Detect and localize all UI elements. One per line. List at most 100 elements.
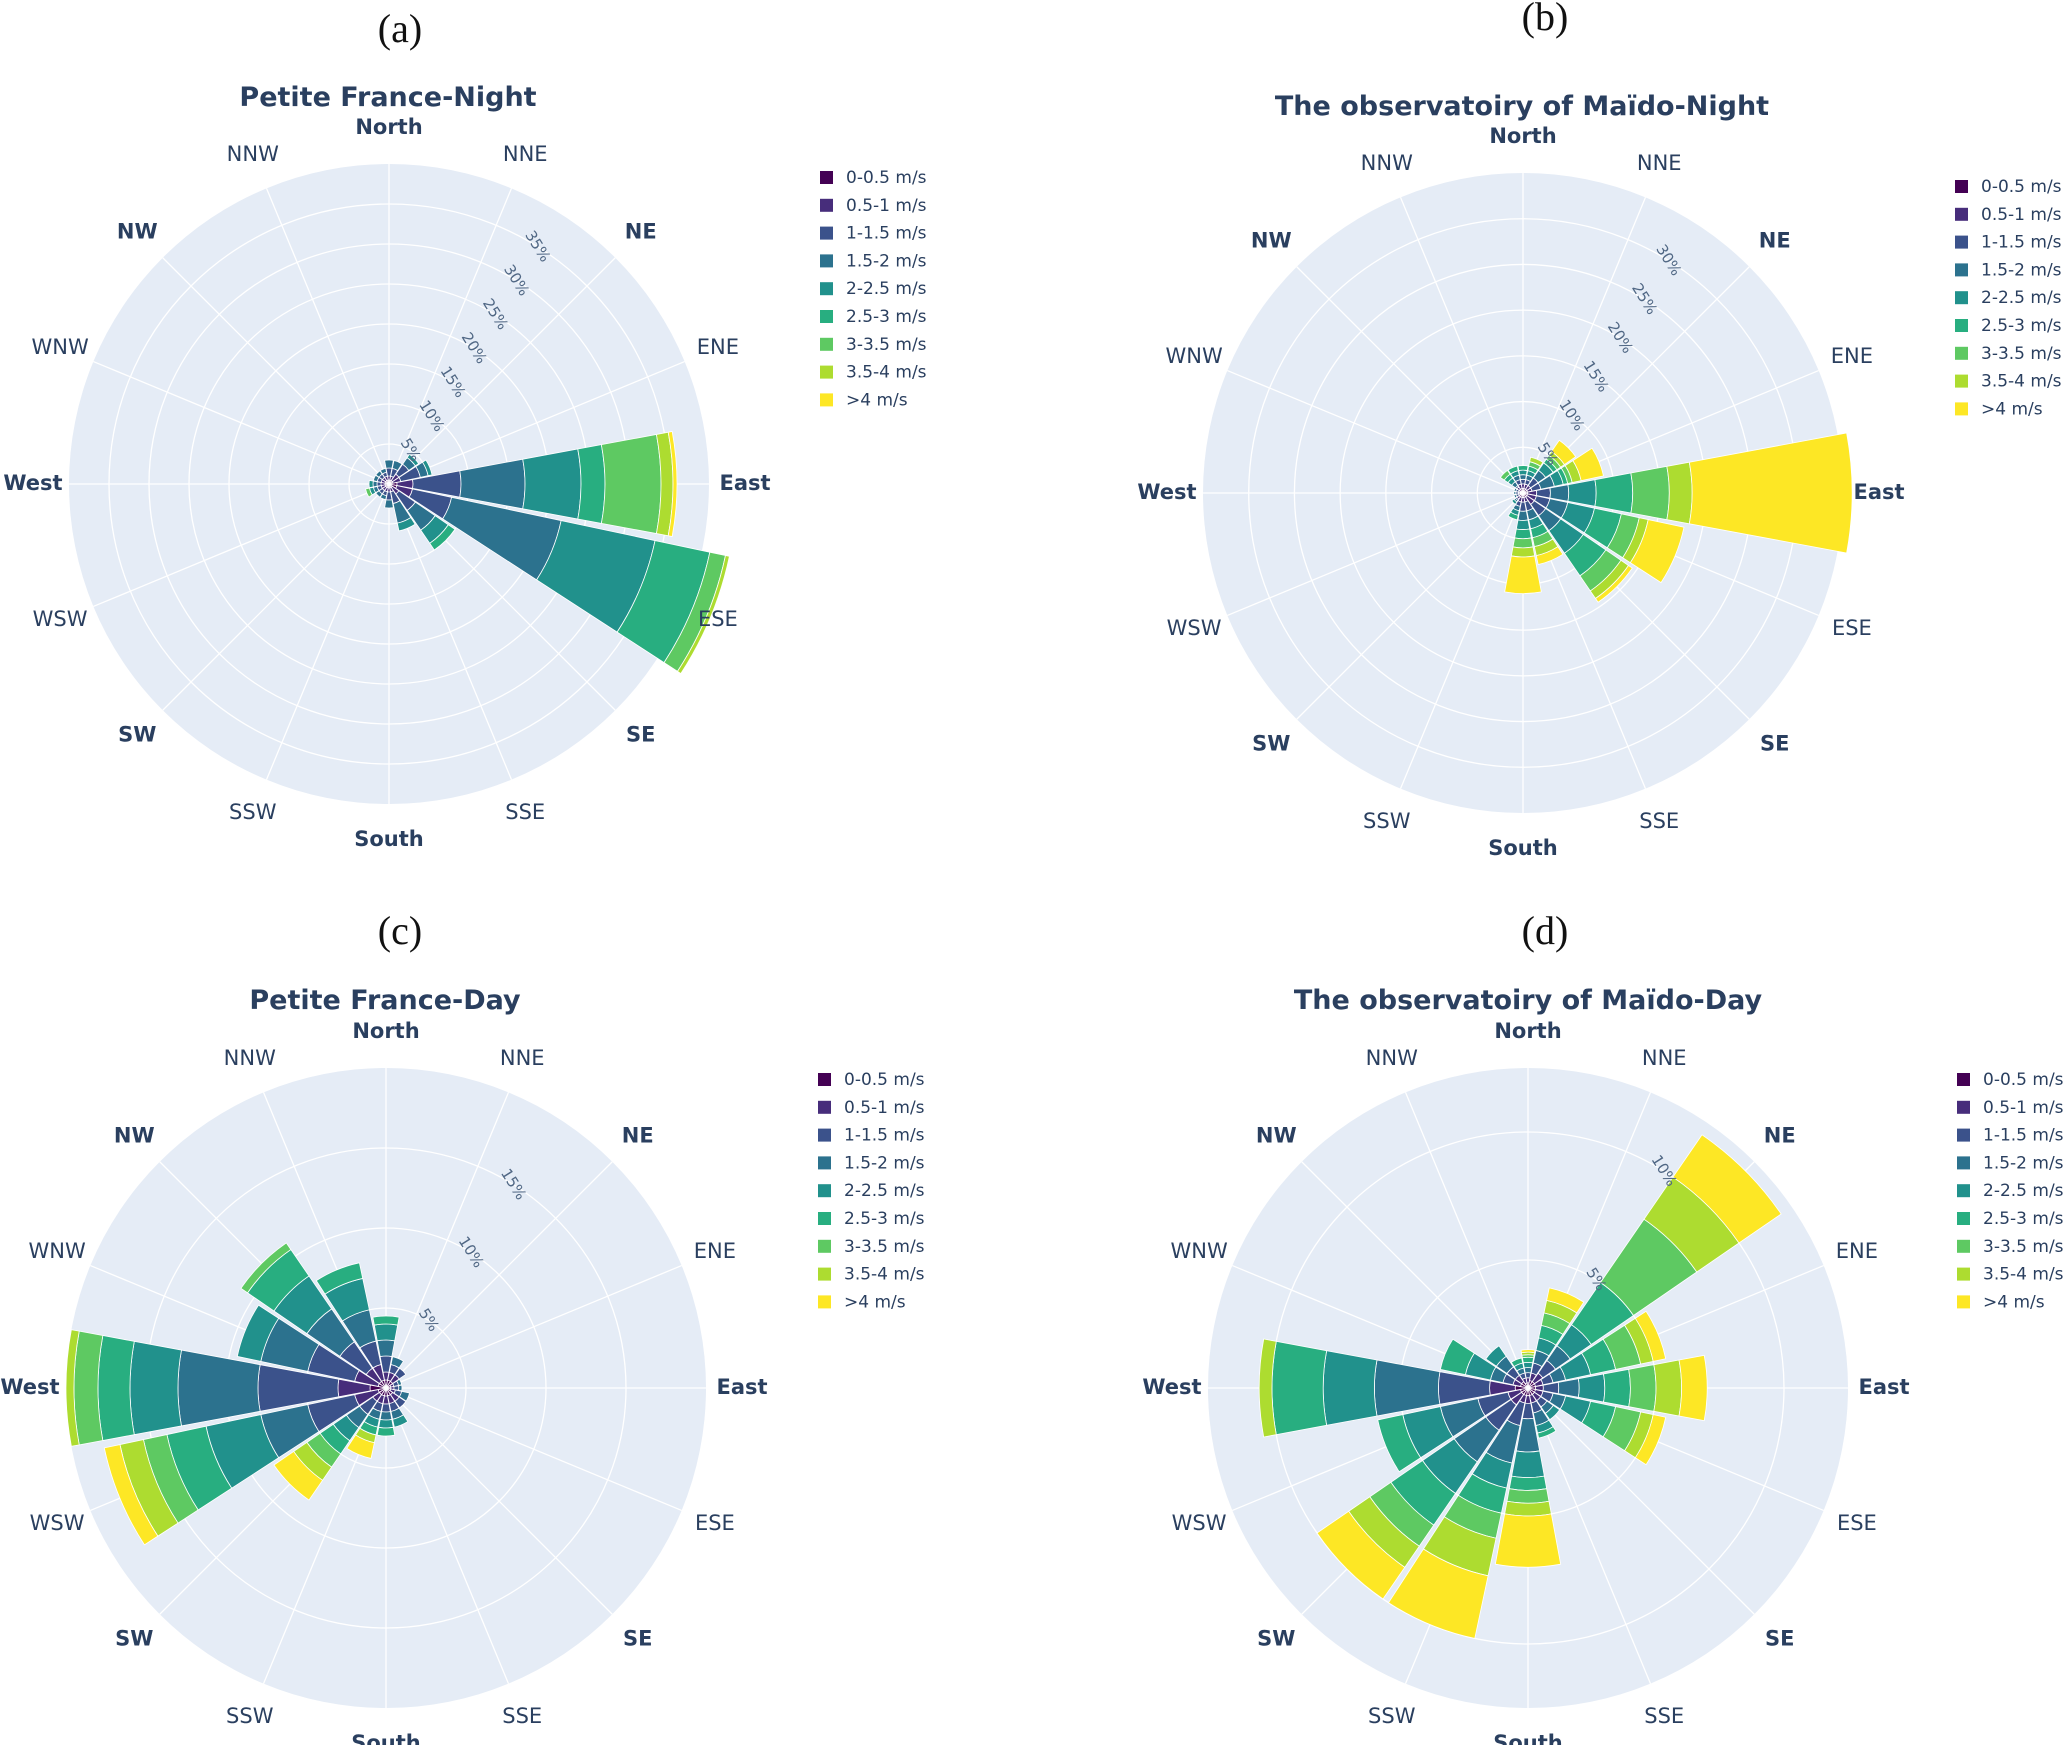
wind-bar-segment <box>1520 1349 1536 1354</box>
direction-label: North <box>352 1019 419 1043</box>
direction-label: East <box>716 1375 767 1399</box>
wind-bar-segment <box>1513 490 1517 496</box>
legend-swatch <box>820 198 833 212</box>
wind-bar-segment <box>1567 479 1597 507</box>
legend-swatch <box>818 1073 831 1086</box>
wind-bar-segment <box>129 1340 182 1436</box>
legend-label: >4 m/s <box>844 1292 906 1312</box>
legend-swatch <box>818 1295 831 1309</box>
legend-swatch <box>1957 1295 1970 1309</box>
wind-bar-segment <box>1507 465 1519 475</box>
wind-bar-segment <box>240 1242 292 1294</box>
legend-swatch <box>818 1239 831 1253</box>
angular-grid-line <box>1404 1092 1529 1389</box>
wind-bar-segment <box>1523 1367 1533 1374</box>
direction-label: SW <box>115 1627 153 1651</box>
wind-bar-segment <box>396 516 416 532</box>
direction-label: ENE <box>1836 1239 1878 1263</box>
wind-bar-segment <box>600 433 662 535</box>
wind-bar-segment <box>1678 1354 1708 1422</box>
wind-bar-segment <box>394 1396 407 1409</box>
wind-bar-segment <box>1522 1362 1534 1369</box>
angular-grid-line <box>385 1161 613 1389</box>
angular-grid-line <box>1399 492 1524 789</box>
angular-grid-line <box>1522 197 1647 494</box>
wind-bar-segment <box>1519 474 1527 480</box>
legend-swatch <box>1955 263 1968 277</box>
direction-label: WSW <box>1172 1511 1227 1535</box>
direction-label: North <box>355 115 422 139</box>
legend-swatch <box>1955 319 1968 332</box>
wind-bar-segment <box>346 1434 375 1459</box>
direction-label: NNE <box>500 1046 545 1070</box>
legend-label: 0.5-1 m/s <box>844 1098 925 1118</box>
polar-plot: 5%10%15%NorthNNENEENEEastESESESSESouthSS… <box>0 1019 767 1745</box>
direction-label: South <box>351 1731 421 1745</box>
angular-grid-line <box>385 1264 682 1389</box>
direction-label: NE <box>622 1123 654 1147</box>
legend-label: 1-1.5 m/s <box>844 1126 925 1146</box>
legend-label: 3.5-4 m/s <box>1981 372 2062 392</box>
angular-grid-line <box>265 188 390 485</box>
wind-bar-segment <box>103 1444 159 1546</box>
wind-bar-segment <box>1546 1287 1585 1314</box>
wind-bar-segment <box>236 1304 280 1362</box>
angular-grid-line <box>1296 266 1524 494</box>
angular-grid-line <box>1527 1387 1755 1615</box>
wind-bar-segment <box>1544 1404 1561 1421</box>
wind-bar-segment <box>315 1262 364 1295</box>
legend-label: 0-0.5 m/s <box>1981 177 2062 197</box>
legend-label: 0.5-1 m/s <box>846 196 927 216</box>
legend-label: 0-0.5 m/s <box>844 1070 925 1090</box>
wind-bar-segment <box>1666 461 1693 525</box>
angular-grid-line <box>1399 197 1524 494</box>
legend-label: 1.5-2 m/s <box>844 1153 925 1173</box>
direction-label: WNW <box>1170 1239 1227 1263</box>
direction-label: North <box>1494 1019 1561 1043</box>
wind-bar-segment <box>429 524 456 551</box>
direction-label: SE <box>626 723 655 747</box>
direction-label: SE <box>1765 1627 1794 1651</box>
wind-bar-segment <box>1594 472 1634 514</box>
wind-bar-segment <box>394 1367 407 1380</box>
wind-bar-segment <box>1529 456 1544 467</box>
legend-label: >4 m/s <box>1981 399 2043 419</box>
legend-swatch <box>818 1267 831 1281</box>
legend-swatch <box>1957 1128 1970 1142</box>
legend-label: 0.5-1 m/s <box>1983 1098 2064 1118</box>
legend-label: 0-0.5 m/s <box>846 168 927 188</box>
panel-d: (d) The observatoiry of Maïdo-Day 5%10%N… <box>1142 908 2063 1745</box>
legend-label: 3.5-4 m/s <box>846 363 927 383</box>
legend-swatch <box>820 226 833 240</box>
legend-swatch <box>820 171 833 184</box>
legend-label: 3-3.5 m/s <box>844 1237 925 1257</box>
direction-label: ESE <box>1837 1511 1877 1535</box>
direction-label: West <box>1137 480 1196 504</box>
direction-label: WNW <box>1165 344 1222 368</box>
wind-bar-segment <box>1594 564 1633 603</box>
wind-bar-segment <box>1377 1414 1422 1473</box>
legend-swatch <box>1955 207 1968 221</box>
direction-label: SSW <box>226 1704 274 1728</box>
wind-bar-segment <box>376 1426 396 1437</box>
direction-label: SE <box>1760 732 1789 756</box>
angular-grid-line <box>1301 1161 1529 1389</box>
wind-bar-segment <box>1506 1488 1550 1504</box>
angular-grid-line <box>385 1387 613 1615</box>
wind-bar-segment <box>1511 498 1518 505</box>
wind-bar-segment <box>1515 519 1531 530</box>
wind-bar-segment <box>1672 1134 1782 1244</box>
direction-label: SSW <box>229 800 277 824</box>
chart-title: The observatoiry of Maïdo-Day <box>1294 985 1763 1016</box>
wind-bar-segment <box>1485 1345 1507 1367</box>
wind-bar-segment <box>1535 546 1564 566</box>
wind-bar-segment <box>1499 469 1511 481</box>
direction-label: NW <box>1256 1123 1297 1147</box>
direction-label: ENE <box>694 1239 736 1263</box>
legend-swatch <box>818 1156 831 1170</box>
legend-label: 2-2.5 m/s <box>1981 288 2062 308</box>
wind-bar-segment <box>378 1418 394 1429</box>
legend-label: >4 m/s <box>1983 1292 2045 1312</box>
legend-label: 3.5-4 m/s <box>1983 1265 2064 1285</box>
direction-label: NW <box>117 219 158 243</box>
